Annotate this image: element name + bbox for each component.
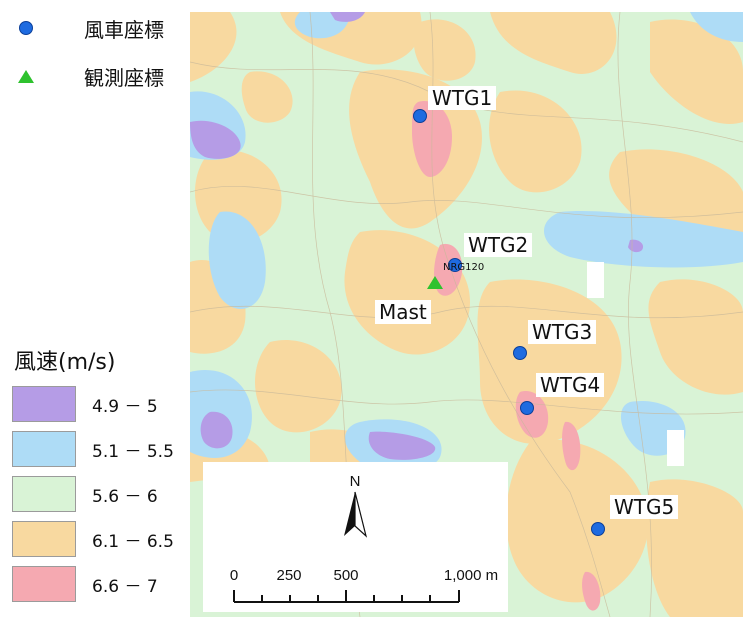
speed-class-label: 6.1 － 6.5 [92, 531, 174, 552]
wtg4-label: WTG4 [536, 373, 605, 397]
speed-class-swatch [12, 521, 76, 557]
wtg5-marker[interactable] [591, 522, 605, 536]
legend-turbine-row: 風車座標 [14, 14, 190, 42]
wind-speed-map-layer [190, 12, 743, 617]
speed-class-3: 5.6 － 6 [12, 475, 174, 513]
wtg1-label: WTG1 [428, 86, 497, 110]
speed-class-2: 5.1 － 5.5 [12, 430, 174, 468]
scale-tick-label: 1,000 m [444, 567, 498, 584]
scale-bar-line [233, 590, 460, 603]
speed-class-4: 6.1 － 6.5 [12, 520, 174, 558]
speed-class-label: 4.9 － 5 [92, 396, 158, 417]
scale-bar-panel: N 0 250 500 1,000 m [203, 462, 508, 612]
wtg1-marker[interactable] [413, 109, 427, 123]
legend-mast-row: 観測座標 [14, 62, 190, 90]
turbine-dot-icon [591, 522, 605, 536]
speed-class-swatch [12, 386, 76, 422]
wtg5-label: WTG5 [610, 495, 679, 519]
speed-class-5: 6.6 － 7 [12, 565, 174, 603]
north-arrow-and-scale: N 0 250 500 1,000 m [230, 473, 498, 603]
mast-label: Mast [375, 300, 431, 324]
legend-mast-label: 観測座標 [84, 65, 164, 90]
wtg2-marker[interactable] [448, 258, 462, 272]
mast-marker[interactable] [427, 276, 443, 289]
wind-speed-legend-title: 風速(m/s) [14, 350, 116, 375]
speed-class-1: 4.9 － 5 [12, 385, 174, 423]
scale-tick-label: 0 [230, 567, 238, 584]
scale-tick-label: 500 [333, 567, 358, 584]
turbine-dot-icon [520, 401, 534, 415]
north-arrow-icon [344, 491, 368, 538]
wind-speed-map[interactable] [190, 12, 743, 617]
speed-class-swatch [12, 476, 76, 512]
speed-class-swatch [12, 566, 76, 602]
turbine-dot-icon [413, 109, 427, 123]
speed-class-swatch [12, 431, 76, 467]
speed-class-label: 5.6 － 6 [92, 486, 158, 507]
legend-turbine-label: 風車座標 [84, 17, 164, 42]
scale-tick-label: 250 [276, 567, 301, 584]
mast-triangle-icon [14, 69, 38, 83]
speed-class-label: 6.6 － 7 [92, 576, 158, 597]
turbine-dot-icon [448, 258, 462, 272]
mast-triangle-icon [427, 276, 443, 289]
north-label: N [350, 473, 361, 490]
wind-speed-legend: 4.9 － 5 5.1 － 5.5 5.6 － 6 6.1 － 6.5 6.6 … [12, 385, 174, 610]
wtg4-marker[interactable] [520, 401, 534, 415]
speed-class-label: 5.1 － 5.5 [92, 441, 174, 462]
wtg3-marker[interactable] [513, 346, 527, 360]
wtg3-label: WTG3 [528, 320, 597, 344]
turbine-dot-icon [513, 346, 527, 360]
point-legend: 風車座標 観測座標 [14, 14, 190, 110]
turbine-dot-icon [14, 21, 38, 35]
nrg120-label: NRG120 [443, 262, 485, 273]
wtg2-label: WTG2 [464, 233, 533, 257]
